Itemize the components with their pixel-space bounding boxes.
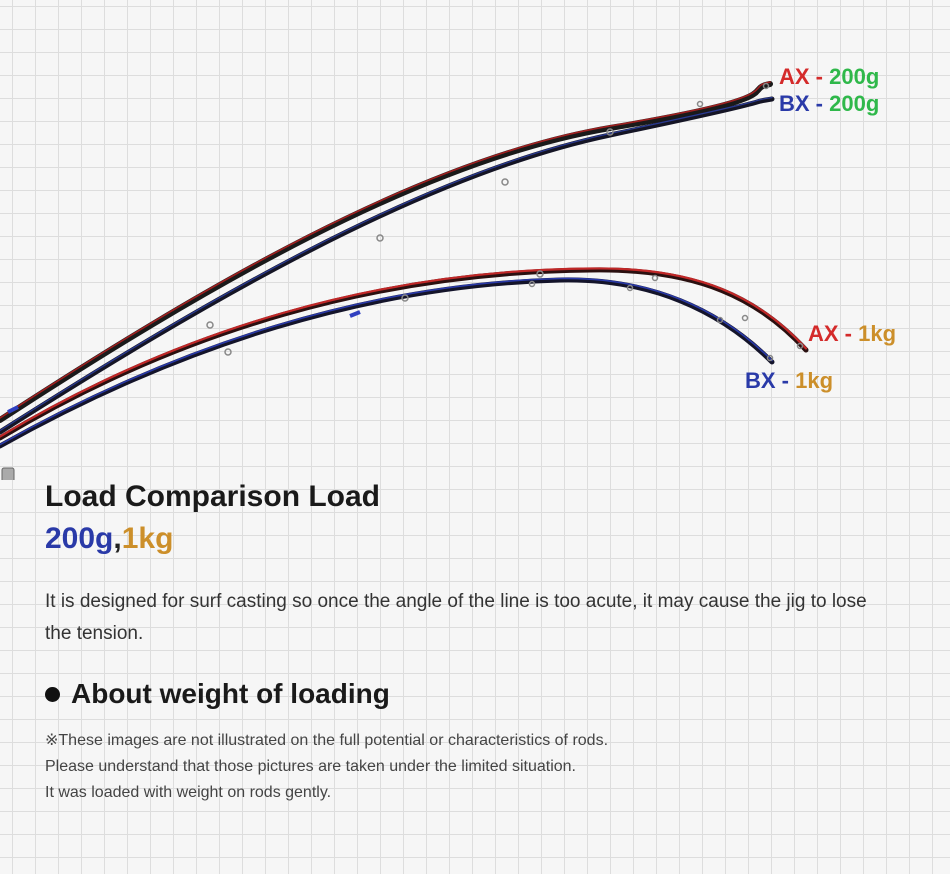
section-heading-text: About weight of loading — [71, 678, 390, 709]
rod-1kg-pair — [0, 267, 809, 449]
subtitle-weight-200g: 200g — [45, 522, 114, 555]
notes: ※These images are not illustrated on the… — [45, 728, 608, 806]
rod-bx-200g — [0, 96, 775, 435]
bullet-dot-icon — [45, 686, 60, 702]
reel-seat — [1, 467, 15, 480]
subtitle-comma: , — [113, 522, 122, 555]
note-line: ※These images are not illustrated on the… — [45, 732, 609, 749]
rod-ax-200g — [0, 81, 773, 423]
description-text: It is designed for surf casting so once … — [45, 591, 867, 644]
page-title: Load Comparison Load — [45, 480, 381, 513]
note-line: It was loaded with weight on rods gently… — [45, 784, 332, 801]
rod-wraps — [7, 310, 361, 414]
rod-200g-pair — [0, 81, 775, 435]
rod-bend-photo — [0, 81, 809, 480]
rod-bx-1kg — [0, 277, 775, 449]
rod-guides — [206, 82, 804, 362]
rod-ax-1kg — [0, 267, 809, 441]
label-ax-1kg: AX - 1kg — [808, 321, 897, 346]
note-line: Please understand that those pictures ar… — [45, 758, 576, 775]
section-heading: About weight of loading — [45, 678, 390, 710]
label-bx-200g: BX - 200g — [779, 91, 880, 116]
label-ax-200g: AX - 200g — [779, 64, 880, 89]
page-subtitle: 200g,1kg — [45, 522, 173, 556]
label-bx-1kg: BX - 1kg — [745, 368, 834, 393]
subtitle-weight-1kg: 1kg — [121, 522, 174, 555]
